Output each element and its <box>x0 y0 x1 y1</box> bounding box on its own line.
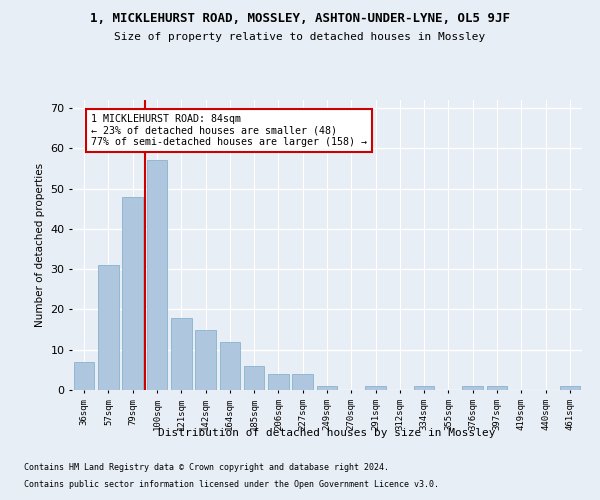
Bar <box>268 374 289 390</box>
Text: Size of property relative to detached houses in Mossley: Size of property relative to detached ho… <box>115 32 485 42</box>
Bar <box>171 318 191 390</box>
Text: 1, MICKLEHURST ROAD, MOSSLEY, ASHTON-UNDER-LYNE, OL5 9JF: 1, MICKLEHURST ROAD, MOSSLEY, ASHTON-UND… <box>90 12 510 26</box>
Bar <box>74 362 94 390</box>
Bar <box>220 342 240 390</box>
Bar <box>365 386 386 390</box>
Text: 1 MICKLEHURST ROAD: 84sqm
← 23% of detached houses are smaller (48)
77% of semi-: 1 MICKLEHURST ROAD: 84sqm ← 23% of detac… <box>91 114 367 148</box>
Bar <box>560 386 580 390</box>
Bar <box>292 374 313 390</box>
Bar <box>195 330 216 390</box>
Bar <box>244 366 265 390</box>
Bar <box>122 196 143 390</box>
Bar <box>146 160 167 390</box>
Bar <box>98 265 119 390</box>
Bar <box>317 386 337 390</box>
Text: Contains HM Land Registry data © Crown copyright and database right 2024.: Contains HM Land Registry data © Crown c… <box>24 464 389 472</box>
Y-axis label: Number of detached properties: Number of detached properties <box>35 163 44 327</box>
Text: Contains public sector information licensed under the Open Government Licence v3: Contains public sector information licen… <box>24 480 439 489</box>
Bar <box>487 386 508 390</box>
Bar <box>414 386 434 390</box>
Bar <box>463 386 483 390</box>
Text: Distribution of detached houses by size in Mossley: Distribution of detached houses by size … <box>158 428 496 438</box>
